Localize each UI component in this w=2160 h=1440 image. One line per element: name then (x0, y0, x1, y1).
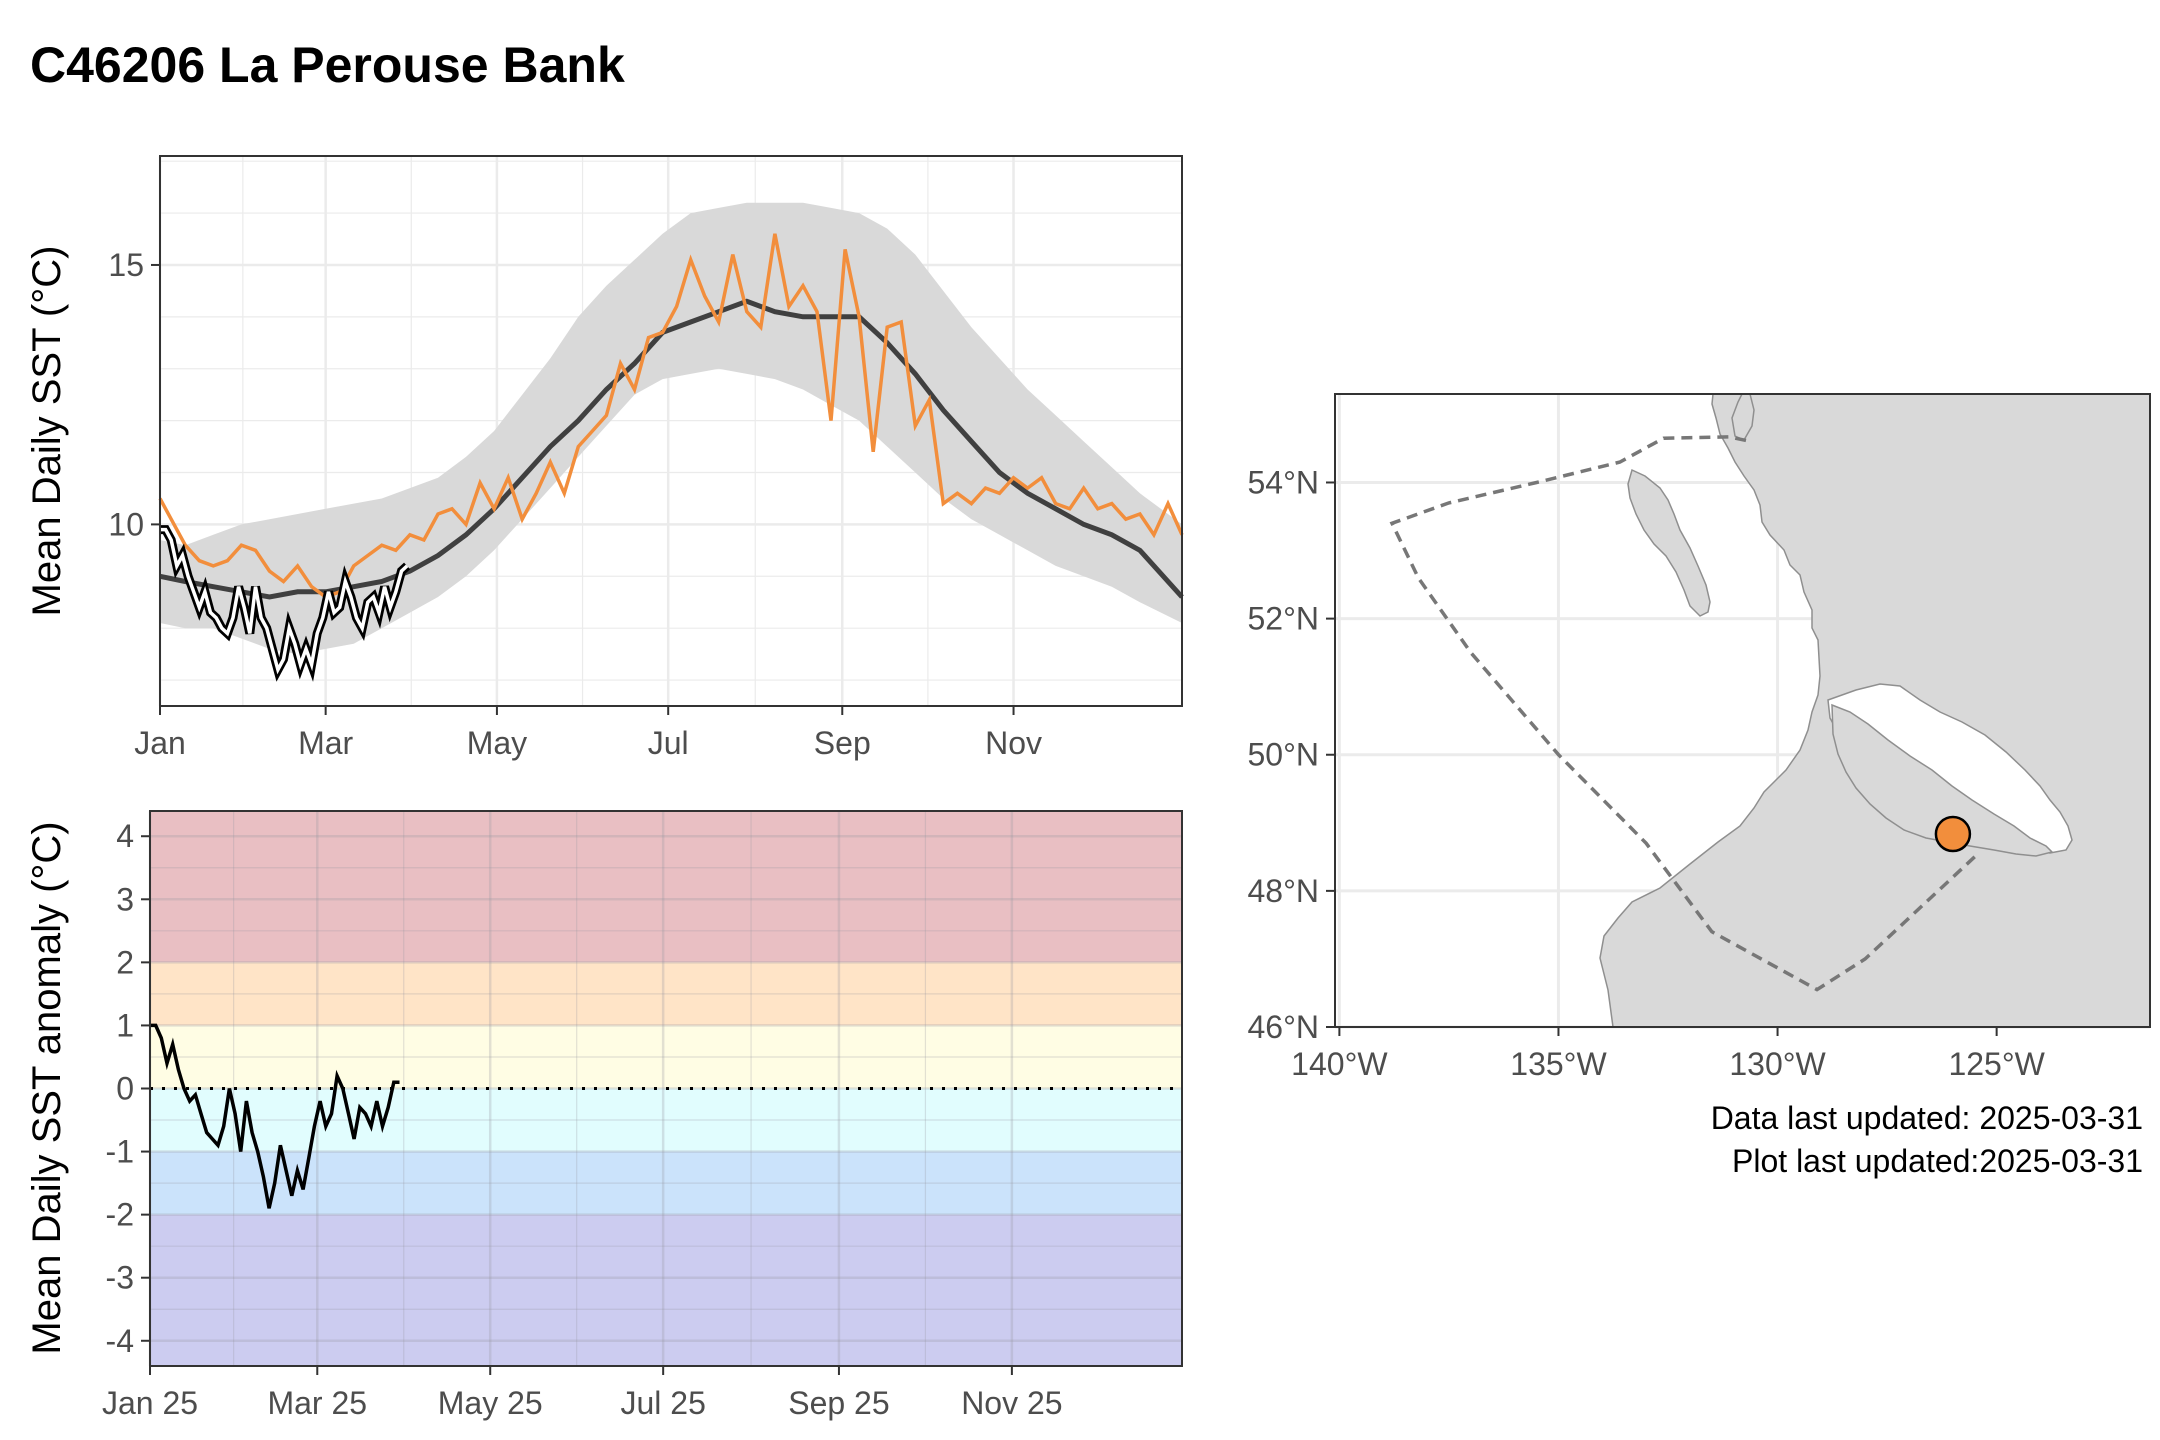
sst-timeseries-panel: 10 15 Jan Mar May Jul Sep Nov Mean Daily SST (°… (25, 155, 1184, 761)
anomaly-x-tick-label: Mar 25 (267, 1385, 367, 1421)
anomaly-band (150, 1088, 1182, 1152)
sst-y-axis-title: Mean Daily SST (°C) (25, 246, 69, 617)
sst-y-tick-label: 15 (108, 247, 144, 283)
buoy-location-marker (1934, 815, 1972, 853)
anomaly-band (150, 962, 1182, 1026)
anomaly-band (150, 1214, 1182, 1366)
anomaly-y-tick-label: -2 (106, 1197, 134, 1233)
anomaly-axes: 4 3 2 1 0 -1 -2 -3 -4 Jan 25 Mar 25 May 25 Jul 25 Sep… (102, 818, 1063, 1421)
sst-axes: 10 15 Jan Mar May Jul Sep Nov (108, 247, 1042, 761)
sst-x-tick-label: Nov (985, 725, 1042, 761)
anomaly-y-tick-label: 3 (116, 881, 134, 917)
anomaly-x-tick-label: May 25 (438, 1385, 543, 1421)
map-lon-tick-label: 125°W (1948, 1046, 2045, 1082)
map-lat-tick-label: 48°N (1248, 873, 1320, 909)
anomaly-band (150, 1151, 1182, 1215)
anomaly-category-bands (150, 811, 1182, 1366)
anomaly-line (150, 1023, 400, 1209)
anomaly-band (150, 1025, 1182, 1089)
anomaly-y-tick-label: -4 (106, 1323, 134, 1359)
sst-plot-border (159, 155, 1183, 707)
sst-range-band (160, 202, 1182, 655)
map-lat-tick-label: 46°N (1248, 1009, 1320, 1045)
map-land (1599, 393, 2151, 1028)
map-lat-tick-label: 50°N (1248, 737, 1320, 773)
sst-x-tick-label: Mar (298, 725, 353, 761)
page-title: C46206 La Perouse Bank (30, 37, 625, 93)
sst-y-tick-label: 10 (108, 506, 144, 542)
anomaly-y-tick-label: -3 (106, 1260, 134, 1296)
sst-x-tick-label: May (467, 725, 527, 761)
sst-current-year-line (160, 527, 409, 675)
anomaly-x-tick-label: Sep 25 (788, 1385, 889, 1421)
anomaly-x-tick-label: Nov 25 (961, 1385, 1062, 1421)
anomaly-y-tick-label: 2 (116, 944, 134, 980)
anomaly-y-tick-label: 0 (116, 1071, 134, 1107)
map-lat-tick-label: 52°N (1248, 601, 1320, 637)
sst-x-tick-label: Sep (814, 725, 871, 761)
map-lat-tick-label: 54°N (1248, 464, 1320, 500)
sst-x-tick-label: Jul (648, 725, 689, 761)
plot-last-updated: Plot last updated:2025-03-31 (1732, 1143, 2143, 1179)
anomaly-y-tick-label: 4 (116, 818, 134, 854)
anomaly-band (150, 811, 1182, 963)
anomaly-x-tick-label: Jan 25 (102, 1385, 198, 1421)
anomaly-gridlines (148, 811, 1182, 1366)
anomaly-y-axis-title: Mean Daily SST anomaly (°C) (25, 821, 69, 1354)
map-lon-tick-label: 130°W (1729, 1046, 1826, 1082)
anomaly-y-tick-label: 1 (116, 1007, 134, 1043)
sst-anomaly-panel: 4 3 2 1 0 -1 -2 -3 -4 Jan 25 Mar 25 May 25 Jul 25 Sep… (25, 810, 1183, 1421)
map-lon-tick-label: 140°W (1291, 1046, 1388, 1082)
eez-boundary-line (1389, 435, 1976, 992)
sst-x-tick-label: Jan (134, 725, 186, 761)
map-border (1334, 393, 2151, 1028)
data-last-updated: Data last updated: 2025-03-31 (1710, 1100, 2143, 1136)
map-lon-tick-label: 135°W (1510, 1046, 1607, 1082)
anomaly-y-tick-label: -1 (106, 1134, 134, 1170)
anomaly-x-tick-label: Jul 25 (620, 1385, 705, 1421)
